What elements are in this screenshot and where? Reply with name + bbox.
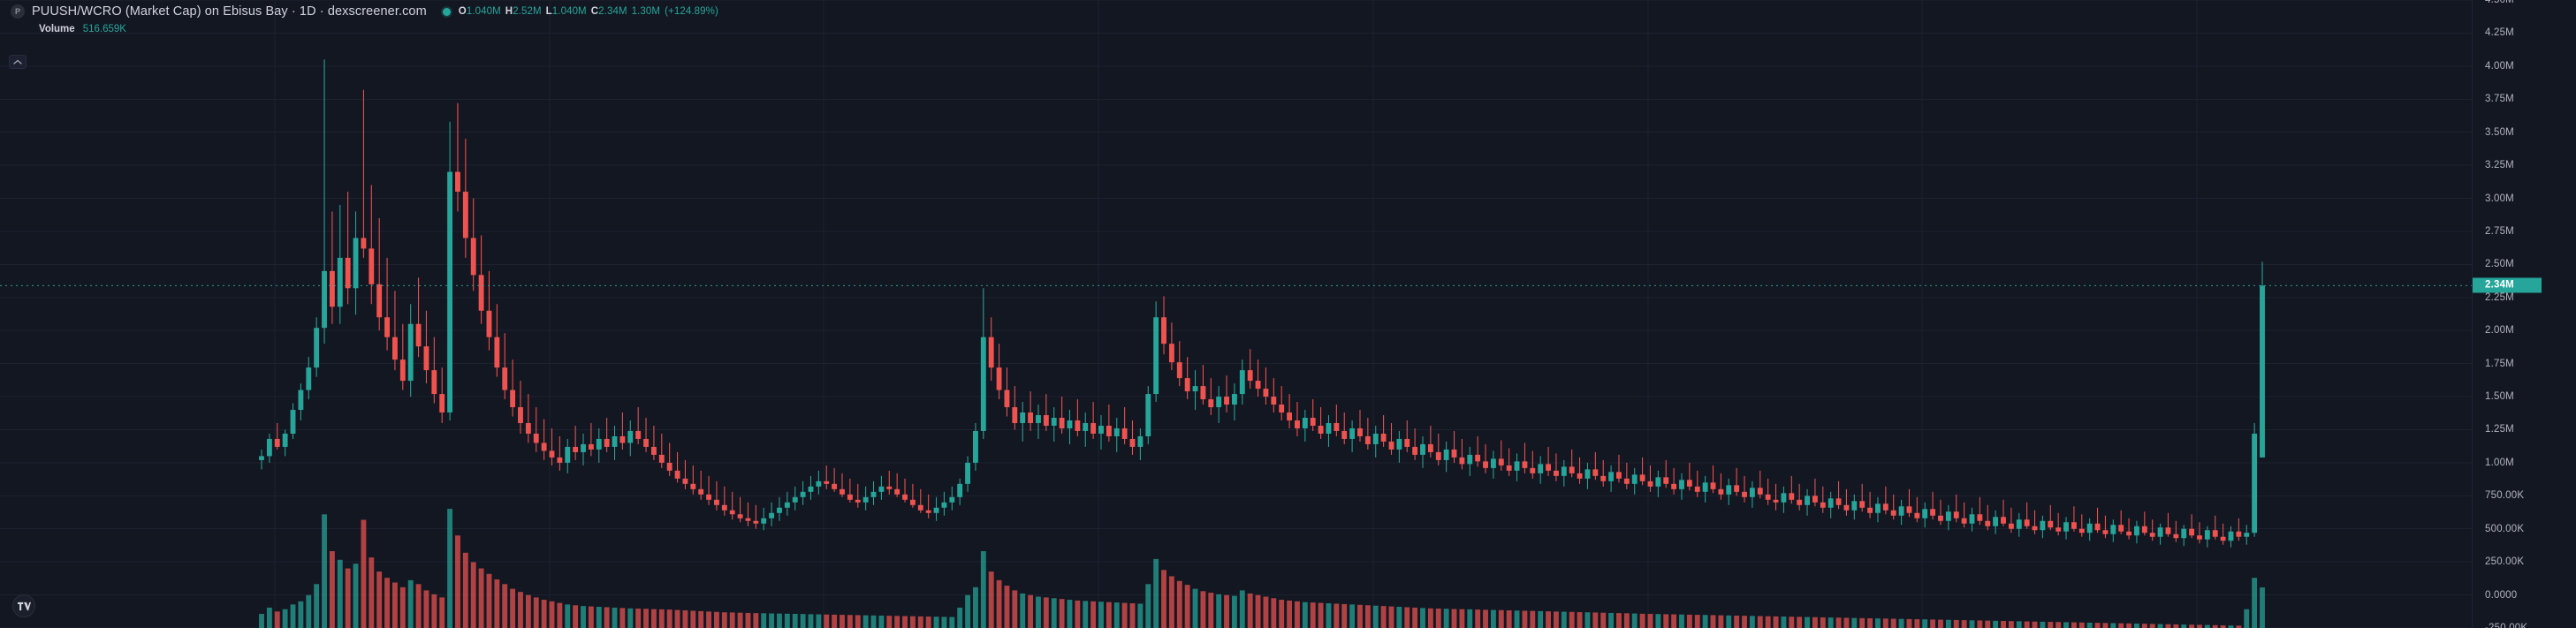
price-tick-label: 3.00M bbox=[2485, 193, 2514, 204]
price-tick-label: 3.50M bbox=[2485, 126, 2514, 138]
price-tick-label: 4.25M bbox=[2485, 27, 2514, 39]
price-tick-label: 1.25M bbox=[2485, 424, 2514, 435]
price-tick-label: 500.00K bbox=[2485, 523, 2525, 534]
tradingview-logo-button[interactable] bbox=[12, 594, 35, 617]
price-tick-label: 3.75M bbox=[2485, 94, 2514, 105]
price-tick-label: 4.50M bbox=[2485, 0, 2514, 5]
price-tick-label: 2.75M bbox=[2485, 225, 2514, 237]
price-tick-label: 4.00M bbox=[2485, 60, 2514, 72]
price-tick-label: 1.75M bbox=[2485, 358, 2514, 369]
tradingview-logo-icon bbox=[17, 602, 31, 610]
candlestick-chart-svg bbox=[0, 0, 2472, 628]
price-tick-label: 2.25M bbox=[2485, 291, 2514, 303]
collapse-pane-button[interactable] bbox=[9, 55, 27, 69]
price-tick-label: 1.00M bbox=[2485, 457, 2514, 468]
price-tick-label: 750.00K bbox=[2485, 490, 2525, 502]
chevron-up-icon bbox=[13, 59, 22, 64]
volume-bars bbox=[259, 509, 2265, 628]
chart-plot-area[interactable] bbox=[0, 0, 2472, 628]
price-tick-label: 2.00M bbox=[2485, 325, 2514, 337]
current-price-badge: 2.34M bbox=[2473, 277, 2542, 293]
price-tick-label: 2.50M bbox=[2485, 259, 2514, 270]
price-tick-label: 250.00K bbox=[2485, 556, 2525, 568]
candlesticks bbox=[259, 59, 2265, 548]
price-tick-label: 3.25M bbox=[2485, 160, 2514, 171]
price-scale-axis[interactable]: -250.00K 0.0000 250.00K 500.00K 750.00K 1.00M… bbox=[2472, 0, 2576, 628]
price-tick-label: 1.50M bbox=[2485, 391, 2514, 403]
price-tick-label: -250.00K bbox=[2485, 623, 2528, 628]
price-tick-label: 0.0000 bbox=[2485, 589, 2518, 601]
